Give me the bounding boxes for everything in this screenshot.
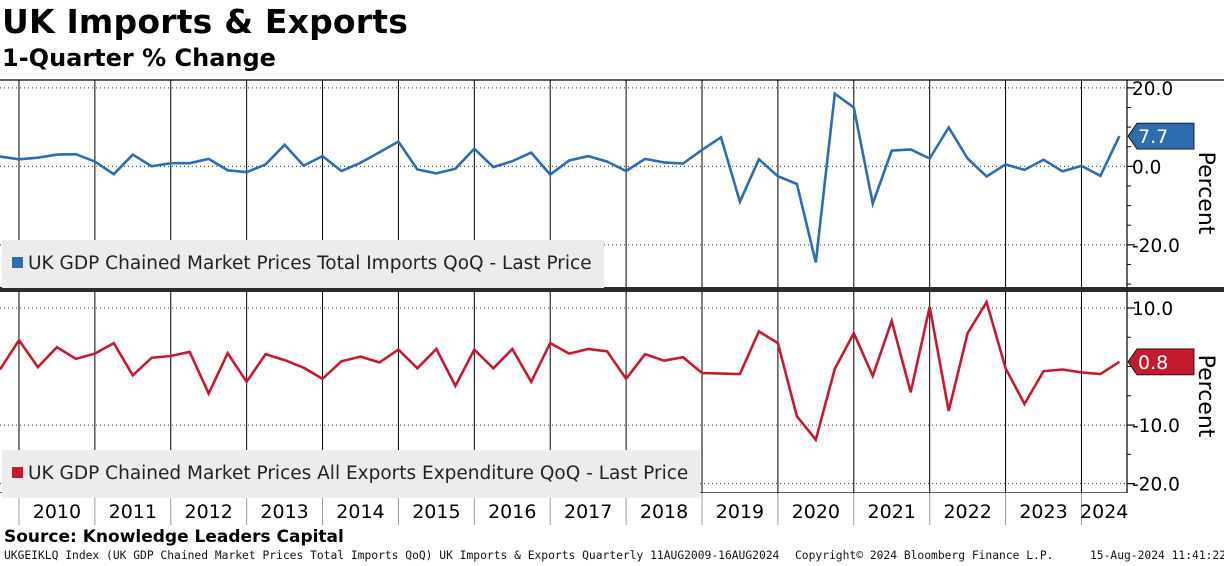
y-tick-label: 20.0 (1132, 79, 1173, 100)
source-note: Source: Knowledge Leaders Capital (4, 527, 344, 547)
exports-series (0, 298, 1121, 443)
exports-legend: UK GDP Chained Market Prices All Exports… (2, 450, 701, 498)
imports-legend-label: UK GDP Chained Market Prices Total Impor… (28, 253, 592, 274)
page-title: UK Imports & Exports (2, 2, 409, 41)
y-tick-label: -20.0 (1132, 475, 1180, 496)
last-value-label: 7.7 (1138, 126, 1168, 148)
imports-line (0, 91, 1121, 263)
x-tick-label: 2010 (33, 501, 81, 523)
y-tick-label: 10.0 (1132, 299, 1173, 320)
y-axis-title: Percent (1193, 152, 1218, 235)
x-tick-label: 2013 (260, 501, 308, 523)
x-tick-label: 2012 (185, 501, 233, 523)
x-tick-label: 2014 (336, 501, 384, 523)
x-axis-band (0, 493, 1127, 525)
x-tick-label: 2016 (488, 501, 536, 523)
footer-description: UKGEIKLQ Index (UK GDP Chained Market Pr… (4, 549, 780, 562)
x-tick-label: 2023 (1019, 501, 1067, 523)
y-tick-label: 0.0 (1132, 157, 1161, 178)
bottom-y-axis: 10.0 -10.0 -20.0 Percent 0.8 (1126, 291, 1218, 496)
top-y-axis: 20.0 0.0 -20.0 Percent 7.7 (1126, 79, 1218, 288)
footer-copyright: Copyright© 2024 Bloomberg Finance L.P. (795, 549, 1054, 562)
last-value-label: 0.8 (1138, 352, 1168, 374)
panel-separator (0, 287, 1224, 292)
y-axis-title: Percent (1193, 355, 1218, 438)
exports-line (0, 298, 1121, 443)
footer-timestamp: 15-Aug-2024 11:41:22 (1090, 549, 1224, 562)
x-tick-label: 2015 (412, 501, 460, 523)
x-tick-label: 2018 (640, 501, 688, 523)
x-axis: 2010 2011 2012 2013 2014 2015 2016 2017 2018 2019… (0, 493, 1128, 525)
x-tick-label: 2022 (943, 501, 991, 523)
last-value-tag (1127, 348, 1195, 376)
x-tick-label: 2011 (109, 501, 157, 523)
exports-legend-label: UK GDP Chained Market Prices All Exports… (28, 463, 689, 484)
x-tick-label: 2019 (716, 501, 764, 523)
imports-legend: UK GDP Chained Market Prices Total Impor… (2, 240, 604, 288)
x-tick-label: 2017 (564, 501, 612, 523)
x-tick-label: 2024 (1080, 501, 1128, 523)
top-panel-grid (0, 80, 1127, 288)
page-subtitle: 1-Quarter % Change (2, 44, 276, 72)
imports-legend-swatch (12, 257, 23, 268)
imports-series (0, 91, 1121, 263)
y-tick-label: -10.0 (1132, 416, 1180, 437)
last-value-tag (1127, 122, 1195, 150)
x-tick-label: 2021 (868, 501, 916, 523)
y-tick-label: -20.0 (1132, 236, 1180, 257)
x-tick-label: 2020 (792, 501, 840, 523)
exports-legend-swatch (12, 467, 23, 478)
